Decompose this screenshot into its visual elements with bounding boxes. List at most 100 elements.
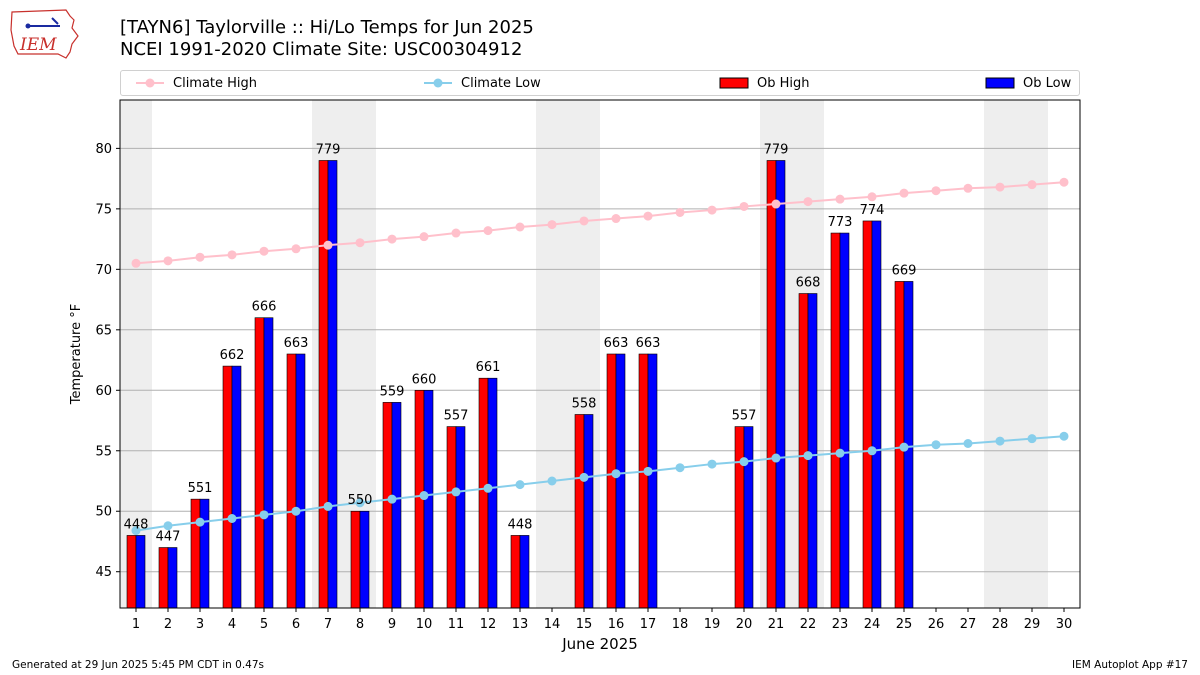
x-tick-label: 25	[896, 617, 913, 632]
point-climate-high	[1059, 177, 1069, 187]
point-climate-low	[195, 517, 205, 527]
point-climate-low	[675, 463, 685, 473]
point-climate-low	[995, 436, 1005, 446]
data-label: 773	[828, 215, 853, 230]
point-climate-low	[227, 513, 237, 523]
bar-ob-high	[830, 232, 841, 609]
point-climate-high	[163, 256, 173, 266]
bar-ob-high	[862, 220, 873, 609]
legend-label-climate-high: Climate High	[173, 75, 258, 91]
point-climate-low	[547, 476, 557, 486]
x-tick-label: 16	[608, 617, 625, 632]
bar-ob-low	[263, 317, 274, 609]
bar-ob-high	[126, 535, 137, 609]
point-climate-high	[451, 228, 461, 238]
legend-swatch-ob-high	[719, 77, 749, 89]
bar-ob-high	[350, 510, 361, 609]
bar-ob-low	[487, 377, 498, 609]
point-climate-high	[867, 192, 877, 202]
generated-timestamp: Generated at 29 Jun 2025 5:45 PM CDT in …	[12, 659, 265, 671]
bar-ob-low	[775, 160, 786, 609]
data-label: 447	[156, 530, 181, 545]
point-climate-high	[675, 207, 685, 217]
app-credit: IEM Autoplot App #17	[1072, 659, 1188, 671]
bar-ob-low	[455, 426, 466, 609]
point-climate-high	[195, 252, 205, 262]
chart-title: [TAYN6] Taylorville :: Hi/Lo Temps for J…	[120, 17, 534, 38]
x-tick-label: 28	[992, 617, 1009, 632]
bar-ob-low	[807, 293, 818, 609]
x-tick-label: 22	[800, 617, 817, 632]
bar-ob-high	[638, 353, 649, 609]
data-label: 448	[124, 517, 149, 532]
bar-ob-high	[766, 160, 777, 609]
point-climate-low	[259, 510, 269, 520]
x-tick-label: 3	[196, 617, 204, 632]
logo-text: IEM	[19, 35, 57, 55]
x-tick-label: 2	[164, 617, 172, 632]
bar-ob-low	[199, 498, 210, 609]
x-tick-label: 11	[448, 617, 465, 632]
y-tick-label: 80	[95, 142, 112, 157]
bar-ob-high	[446, 426, 457, 609]
bar-ob-high	[222, 365, 233, 609]
point-climate-high	[291, 244, 301, 254]
point-climate-low	[579, 472, 589, 482]
data-label: 779	[316, 142, 341, 157]
x-tick-label: 18	[672, 617, 689, 632]
point-climate-low	[323, 501, 333, 511]
point-climate-low	[803, 451, 813, 461]
point-climate-low	[643, 466, 653, 476]
legend-label-climate-low: Climate Low	[461, 75, 541, 91]
data-label: 663	[604, 336, 629, 351]
point-climate-low	[899, 442, 909, 452]
bar-ob-high	[798, 293, 809, 609]
point-climate-high	[931, 186, 941, 196]
bar-ob-high	[318, 160, 329, 609]
point-climate-low	[387, 494, 397, 504]
point-climate-high	[995, 182, 1005, 192]
data-label: 660	[412, 372, 437, 387]
legend-item-ob-low: Ob Low	[985, 71, 1071, 95]
point-climate-high	[803, 197, 813, 207]
data-label: 779	[764, 142, 789, 157]
x-tick-label: 29	[1024, 617, 1041, 632]
bar-ob-high	[254, 317, 265, 609]
point-climate-high	[1027, 180, 1037, 190]
bar-ob-low	[647, 353, 658, 609]
x-tick-label: 21	[768, 617, 785, 632]
x-tick-label: 1	[132, 617, 140, 632]
point-climate-high	[227, 250, 237, 260]
point-climate-low	[771, 453, 781, 463]
point-climate-high	[259, 246, 269, 256]
x-tick-label: 14	[544, 617, 561, 632]
data-label: 663	[284, 336, 309, 351]
x-tick-label: 19	[704, 617, 721, 632]
bar-ob-low	[295, 353, 306, 609]
point-climate-high	[771, 199, 781, 209]
y-tick-label: 75	[95, 202, 112, 217]
point-climate-high	[707, 205, 717, 215]
bar-ob-low	[583, 414, 594, 609]
x-tick-label: 6	[292, 617, 300, 632]
y-tick-label: 45	[95, 565, 112, 580]
bar-ob-low	[327, 160, 338, 609]
data-label: 559	[380, 384, 405, 399]
bar-ob-high	[158, 547, 169, 609]
point-climate-high	[131, 258, 141, 268]
point-climate-low	[291, 506, 301, 516]
point-climate-low	[611, 469, 621, 479]
bar-ob-low	[519, 535, 530, 609]
bar-ob-high	[286, 353, 297, 609]
data-label: 661	[476, 360, 501, 375]
point-climate-low	[163, 521, 173, 531]
data-label: 666	[252, 300, 277, 315]
weekend-band	[984, 100, 1048, 608]
bar-ob-low	[359, 510, 370, 609]
point-climate-low	[483, 483, 493, 493]
bar-ob-low	[615, 353, 626, 609]
x-tick-label: 8	[356, 617, 364, 632]
point-climate-high	[899, 188, 909, 198]
data-label: 551	[188, 481, 213, 496]
iowa-outline-icon	[10, 9, 79, 59]
